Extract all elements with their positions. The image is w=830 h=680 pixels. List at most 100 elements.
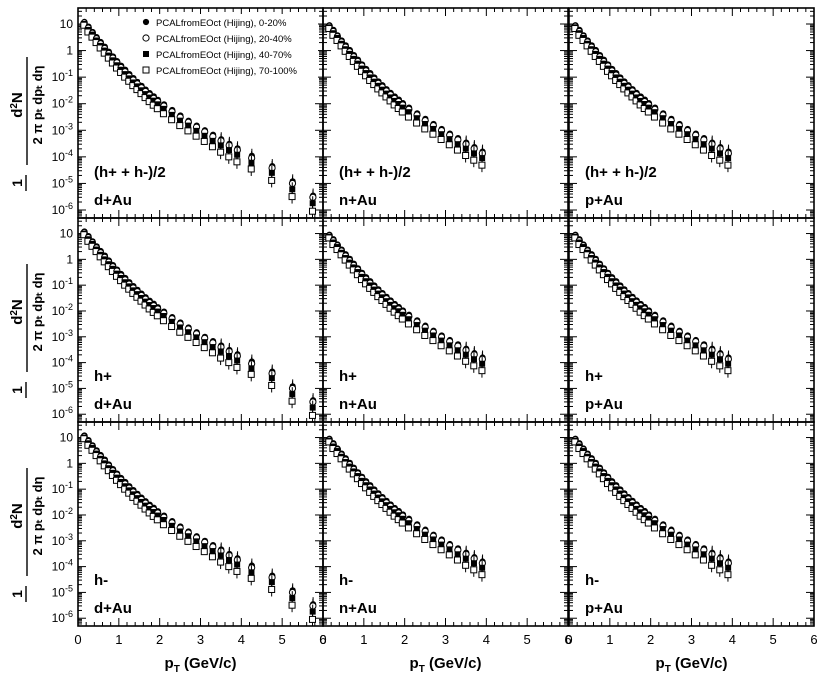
data-point [692,546,699,553]
y-tick-label: 1 [66,456,73,470]
data-point [308,207,316,215]
data-point [405,520,412,527]
data-point [421,531,428,538]
data-point [209,344,216,351]
legend-marker [142,66,150,74]
data-point [176,122,184,130]
data-point [193,334,200,341]
data-points [80,228,317,422]
data-point [445,141,453,149]
data-point [404,113,412,121]
data-point [154,308,161,315]
panel-particle-label: h+ [339,368,357,385]
x-tick-label: 6 [810,632,817,647]
data-points [571,22,732,173]
x-tick-label: 4 [483,632,490,647]
data-point [650,524,658,532]
panel-0-1: (h+ + h-)/2 n+Au [322,7,569,219]
data-point [288,601,296,609]
data-points [325,435,486,582]
data-point [185,533,192,540]
data-point [193,538,200,545]
data-point [289,391,296,398]
data-point [429,541,437,549]
x-tick-label: 0 [74,632,81,647]
data-point [637,509,644,516]
x-tick-label: 1 [606,632,613,647]
data-point [192,132,200,140]
panel-frame [568,217,815,423]
data-point [692,136,699,143]
x-tick-label: 5 [770,632,777,647]
data-point [699,146,707,154]
data-point [288,397,296,405]
data-point [716,156,724,164]
svg-text:1: 1 [9,386,25,394]
data-point [413,326,421,334]
data-point [645,104,652,111]
data-point [150,509,157,516]
data-points [80,18,317,218]
panel-particle-label: h+ [94,368,112,385]
panel-particle-label: h- [339,572,353,589]
data-point [308,411,316,419]
data-point [225,359,233,367]
data-point [470,362,478,370]
data-point [454,551,461,558]
data-point [421,535,429,543]
data-point [233,158,241,166]
data-point [478,161,486,169]
data-point [395,308,402,315]
panel-1-1: h+ n+Au [322,217,569,423]
data-point [724,571,732,579]
data-point [289,595,296,602]
panel-1-2: h+ p+Au [568,217,815,423]
data-point [429,130,437,138]
panel-system-label: d+Au [94,600,132,617]
data-point [684,337,691,344]
data-point [446,342,453,349]
data-point [700,551,707,558]
data-point [651,109,658,116]
data-point [438,131,445,138]
svg-text:d2N: d2N [9,299,26,325]
data-point [160,516,167,523]
data-point [247,574,255,582]
svg-text:2 π pₜ dpₜ dη: 2 π pₜ dpₜ dη [30,65,45,144]
y-tick-label: 10 [60,17,74,31]
data-point [268,176,276,184]
data-point [659,530,667,538]
data-point [150,97,157,104]
y-tick-label: 10-1 [52,480,73,496]
panel-frame [322,7,569,219]
data-point [470,566,478,574]
data-point [404,524,412,532]
panel-0-0: (h+ + h-)/2 d+Au 10 1 10-1 10-2 10-3 10-4 10-5 10… [9,7,324,219]
x-tick-label: 5 [524,632,531,647]
svg-text:d2N: d2N [9,92,26,118]
data-point [176,117,183,124]
data-point [201,543,208,550]
data-point [667,125,675,133]
panel-particle-label: h- [585,572,599,589]
y-tick-label: 10-2 [52,506,73,522]
panel-particle-label: (h+ + h-)/2 [94,164,166,181]
data-point [683,136,691,144]
data-point [398,108,406,116]
data-point [404,320,412,328]
data-points [571,231,732,378]
data-point [308,615,316,623]
data-point [168,318,175,325]
data-point [201,339,208,346]
legend: PCALfromEOct (Hijing), 0-20% PCALfromEOct… [140,14,318,82]
svg-text:2 π pₜ dpₜ dη: 2 π pₜ dpₜ dη [30,272,45,351]
y-tick-label: 10-5 [52,379,73,395]
legend-marker [142,34,150,42]
data-point [470,156,478,164]
data-point [399,311,406,318]
legend-marker [143,51,149,57]
data-point [446,136,453,143]
data-point [667,120,674,127]
y-axis-label: d2N 2 π pₜ dpₜ dη 1 [9,264,45,398]
